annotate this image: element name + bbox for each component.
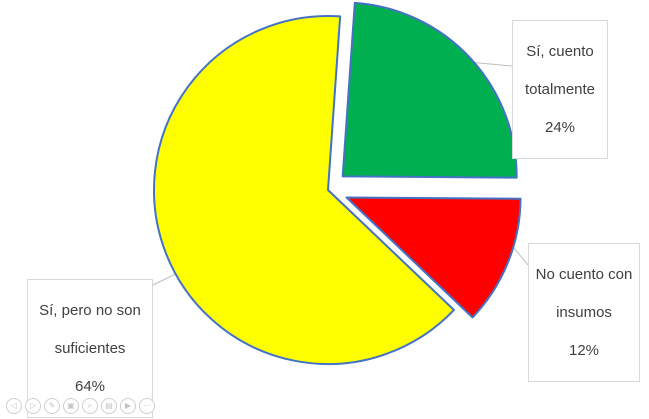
label-yellow-line1: Sí, pero no son — [39, 302, 141, 319]
label-red-percent: 12% — [568, 342, 600, 359]
zoom-icon[interactable]: ⌕ — [82, 398, 98, 414]
label-yellow-percent: 64% — [74, 378, 106, 395]
slideshow-toolbar: ◁ ▷ ✎ ▣ ⌕ ▤ ▶ ⋯ — [6, 398, 155, 414]
leader-line-red — [513, 247, 529, 266]
data-label-red: No cuento con insumos 12% — [528, 243, 640, 382]
pen-icon[interactable]: ✎ — [44, 398, 60, 414]
label-red-line2: insumos — [556, 304, 612, 321]
subtitles-icon[interactable]: ▤ — [101, 398, 117, 414]
label-green-percent: 24% — [544, 119, 576, 136]
next-icon[interactable]: ▷ — [25, 398, 41, 414]
label-yellow-line2: suficientes — [54, 340, 126, 357]
slides-icon[interactable]: ▣ — [63, 398, 79, 414]
label-red-line1: No cuento con — [535, 266, 633, 283]
previous-icon[interactable]: ◁ — [6, 398, 22, 414]
label-green-line1: Sí, cuento — [526, 43, 594, 60]
camera-icon[interactable]: ▶ — [120, 398, 136, 414]
slice-green — [341, 1, 518, 179]
pie-slices — [153, 1, 522, 365]
more-icon[interactable]: ⋯ — [139, 398, 155, 414]
slice-red — [345, 196, 522, 319]
data-label-yellow: Sí, pero no son suficientes 64% — [27, 279, 153, 418]
slice-yellow — [153, 15, 456, 365]
label-green-line2: totalmente — [524, 81, 596, 98]
data-label-green: Sí, cuento totalmente 24% — [512, 20, 608, 159]
